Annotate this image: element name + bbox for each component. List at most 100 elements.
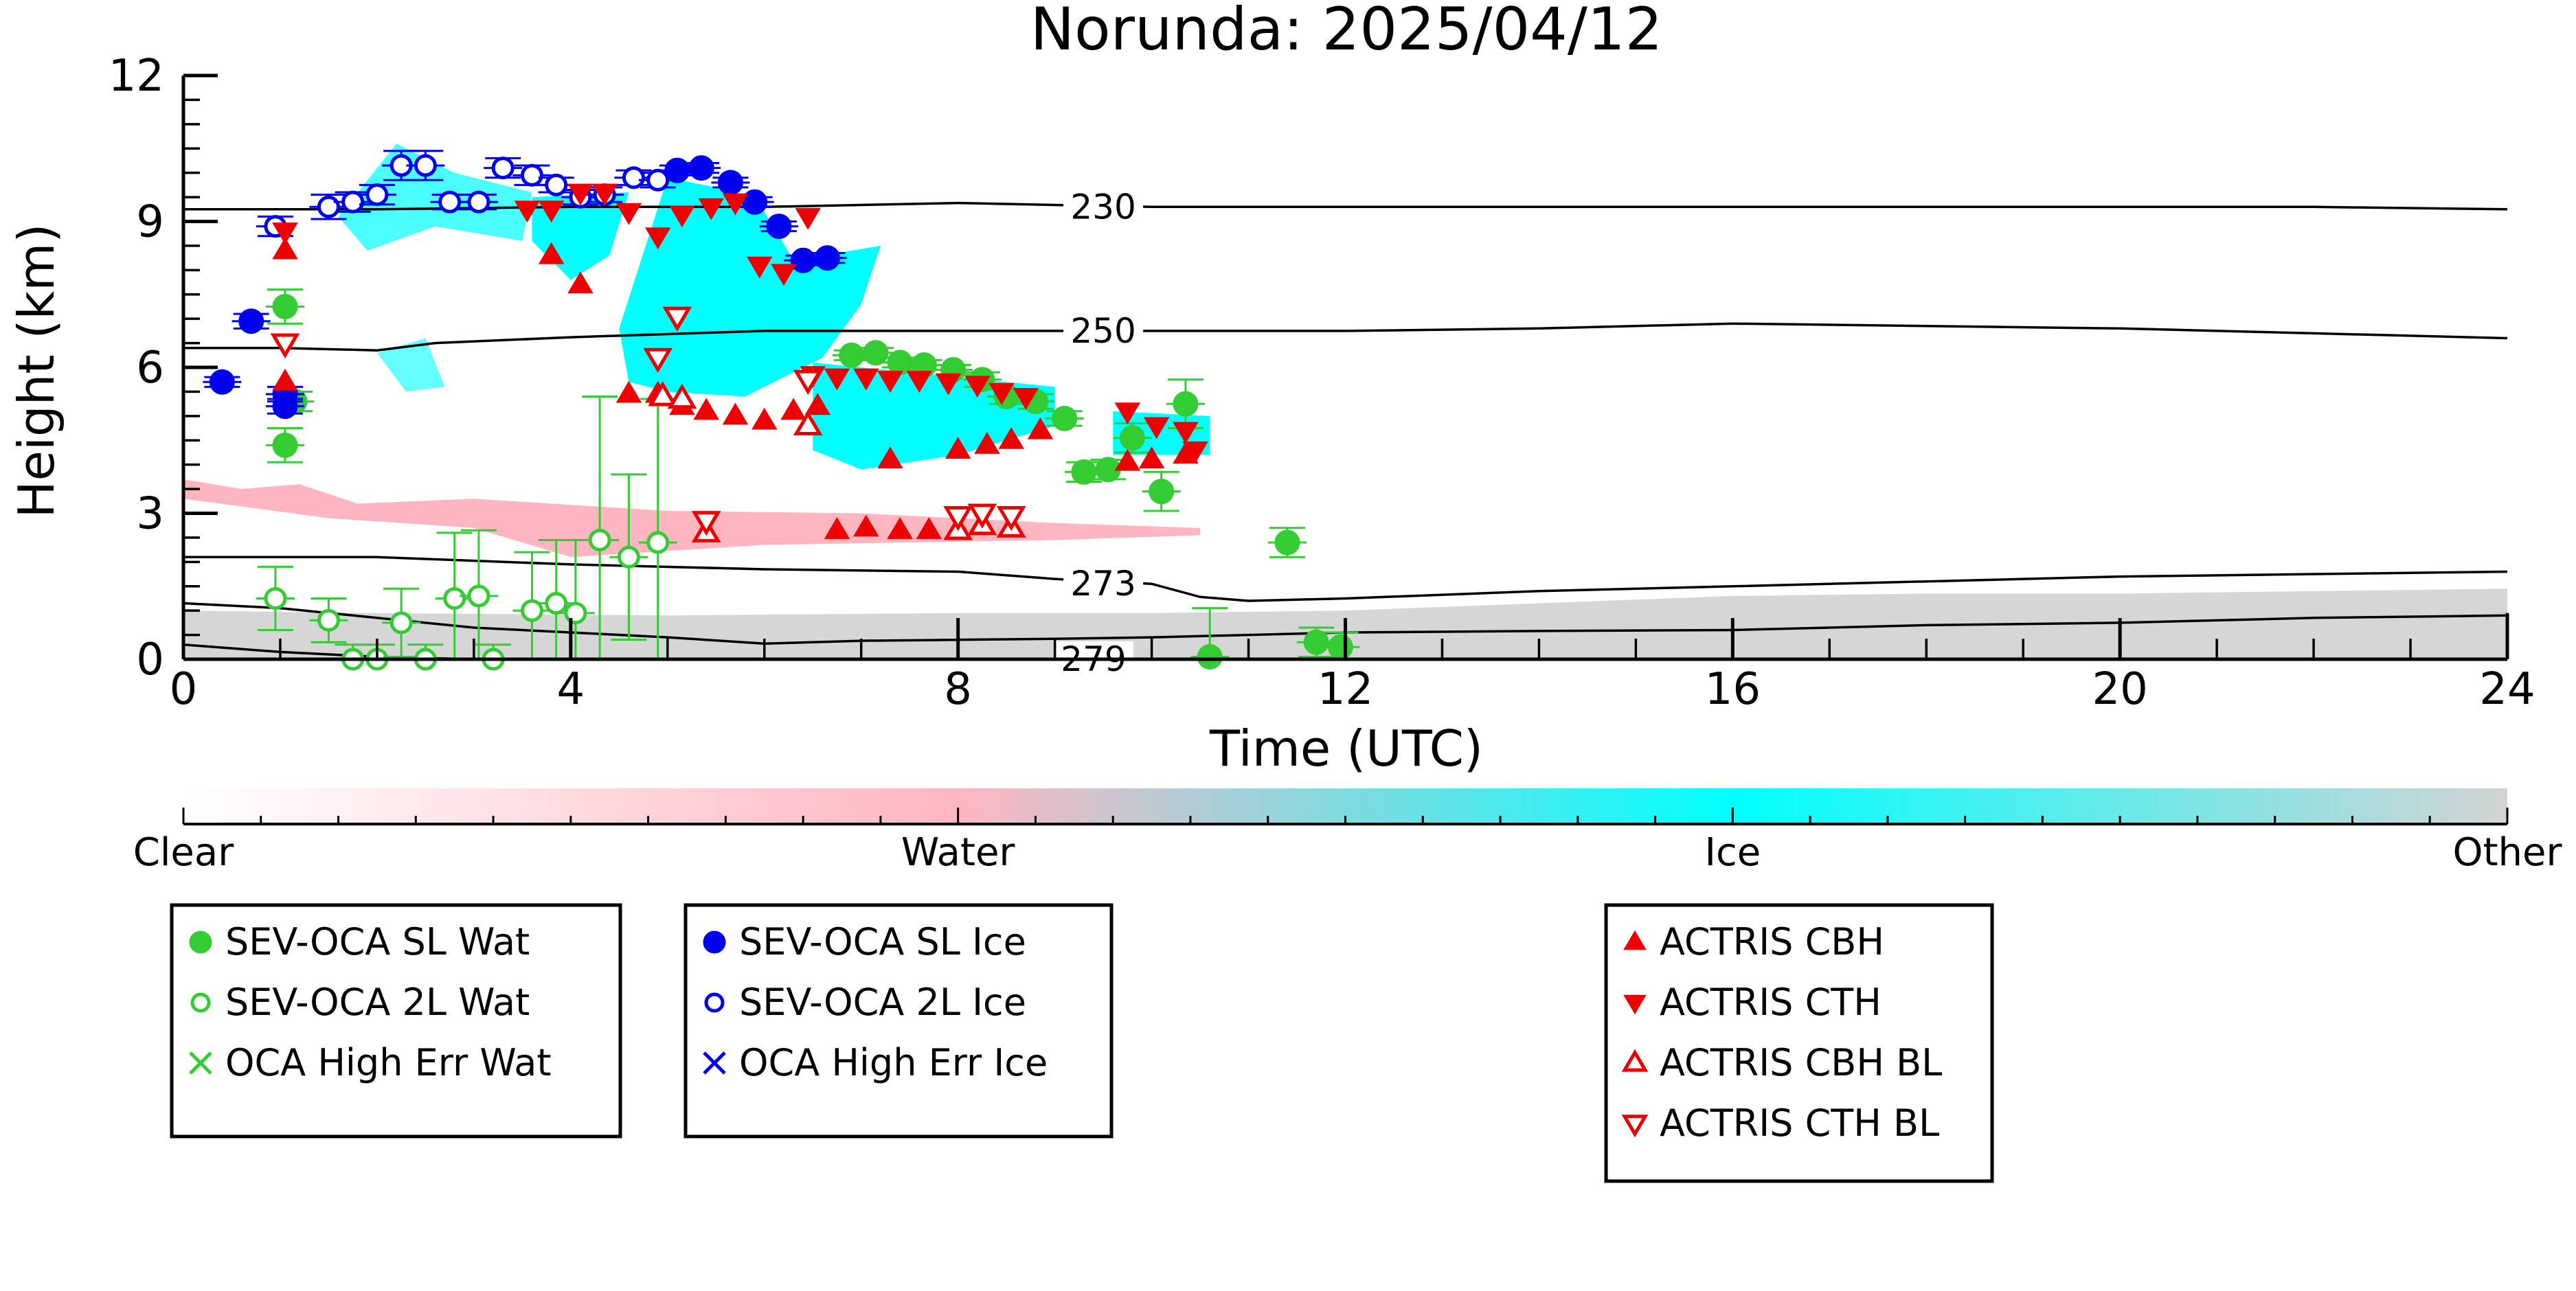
data-point	[1114, 402, 1141, 425]
legend-label: ACTRIS CBH BL	[1660, 1041, 1942, 1084]
data-point	[648, 381, 678, 407]
y-tick-label: 12	[109, 51, 164, 102]
colorbar-label: Water	[901, 830, 1016, 875]
colorbar-label: Clear	[133, 830, 234, 875]
data-point	[746, 256, 773, 279]
data-point	[943, 505, 973, 532]
isotherm-line	[183, 556, 2508, 602]
data-point	[545, 173, 568, 196]
axes-layer: 0 3 6 9 12 0 4 8 12 16 20 24	[109, 51, 2535, 715]
data-point	[272, 237, 298, 260]
isotherm-label-bg	[1063, 566, 1144, 602]
data-point	[877, 371, 903, 393]
data-point	[564, 602, 587, 625]
data-point	[1143, 417, 1170, 439]
y-tick-label: 3	[136, 489, 164, 540]
data-point	[443, 586, 466, 610]
y-tick-label: 0	[136, 635, 164, 685]
data-point	[664, 157, 690, 183]
data-point	[824, 368, 850, 391]
data-point	[1327, 634, 1353, 660]
water-cloud-layer	[183, 479, 1201, 558]
data-point	[1013, 387, 1039, 410]
data-point	[804, 393, 831, 415]
colorbar: Clear Water Ice Other	[133, 788, 2562, 875]
data-point	[1071, 459, 1097, 485]
data-point	[1149, 479, 1175, 505]
data-point	[520, 163, 543, 187]
colorbar-label: Ice	[1704, 830, 1761, 875]
ice-cloud-6	[376, 338, 445, 392]
legend-frame	[170, 903, 622, 1139]
series-actris-cbh	[272, 237, 1199, 539]
legend-label: SEV-OCA 2L Ice	[739, 981, 1026, 1024]
data-point	[272, 432, 298, 458]
legend-label: ACTRIS CTH	[1660, 981, 1882, 1024]
legend-marker	[1623, 930, 1647, 950]
data-point	[365, 183, 389, 207]
data-point	[935, 373, 962, 396]
data-point	[793, 369, 823, 395]
x-tick-label: 16	[1705, 664, 1761, 715]
data-point	[389, 611, 413, 635]
x-tick-label: 8	[944, 664, 972, 715]
data-point	[771, 264, 797, 286]
y-tick-label: 9	[136, 197, 164, 248]
data-point	[538, 201, 565, 223]
isotherm-line	[183, 322, 2508, 352]
legend-marker	[1621, 1115, 1649, 1138]
data-point	[538, 242, 565, 264]
x-tick-label: 4	[556, 664, 585, 715]
data-point	[1173, 391, 1199, 417]
data-point	[795, 207, 821, 230]
data-point	[1052, 405, 1078, 431]
data-point	[839, 342, 865, 368]
isotherm-label: 273	[1070, 564, 1136, 604]
data-point	[877, 446, 903, 469]
isotherm-label-bg	[1063, 189, 1144, 225]
legend-box: ACTRIS CBH ACTRIS CTH ACTRIS CBH BL ACTRIS …	[1604, 903, 1994, 1183]
data-point	[793, 410, 823, 436]
isotherm-label: 230	[1070, 187, 1136, 227]
data-point	[814, 245, 840, 271]
legend-label: SEV-OCA SL Ice	[739, 920, 1026, 963]
data-point	[1027, 417, 1054, 439]
legend-label: SEV-OCA SL Wat	[225, 920, 530, 963]
data-point	[698, 198, 724, 220]
legend-box: SEV-OCA SL Ice SEV-OCA 2L Ice OCA High Err…	[683, 903, 1114, 1139]
legend-marker	[704, 992, 725, 1013]
data-point	[615, 380, 642, 403]
data-point	[1114, 448, 1141, 471]
legend-frame	[683, 903, 1114, 1139]
data-point	[766, 214, 792, 240]
legend-marker	[703, 930, 726, 954]
legend-marker	[1623, 994, 1647, 1015]
data-point	[272, 222, 298, 244]
data-point	[967, 503, 997, 529]
data-point	[780, 398, 806, 420]
data-point	[545, 592, 568, 615]
data-point	[974, 432, 1000, 454]
ice-cloud-4	[813, 362, 1055, 470]
data-point	[520, 599, 543, 622]
legend-label: ACTRIS CBH	[1660, 920, 1884, 963]
data-point	[945, 437, 971, 459]
x-tick-label: 0	[170, 664, 198, 715]
data-point	[209, 369, 235, 395]
legend-label: SEV-OCA 2L Wat	[225, 981, 530, 1024]
data-point	[1197, 643, 1223, 670]
colorbar-label: Other	[2452, 830, 2562, 875]
data-point	[591, 183, 618, 206]
x-tick-label: 20	[2092, 664, 2147, 715]
data-point	[688, 155, 714, 181]
data-point	[646, 168, 670, 192]
data-point	[272, 393, 298, 420]
data-point	[1182, 441, 1208, 464]
legend-label: OCA High Err Ice	[739, 1041, 1048, 1084]
data-point	[667, 383, 697, 409]
isotherm-label-bg	[1063, 312, 1144, 349]
data-point	[722, 193, 749, 216]
y-axis-label: Height (km)	[8, 224, 65, 518]
data-point	[588, 528, 611, 551]
ice-cloud-3	[619, 177, 881, 397]
